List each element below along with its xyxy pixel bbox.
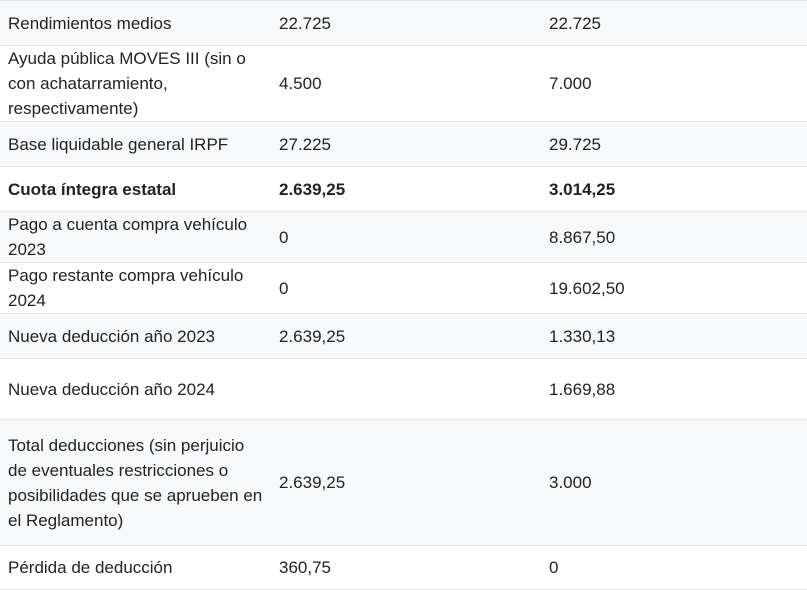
value-scenario-2: 19.602,50	[549, 278, 625, 298]
row-label: Nueva deducción año 2023	[8, 326, 215, 346]
row-label: Pérdida de deducción	[8, 558, 173, 577]
row-label: Total deducciones (sin perjuicio de even…	[8, 435, 263, 530]
value-scenario-2: 29.725	[549, 134, 601, 154]
value-scenario-1: 360,75	[279, 558, 331, 577]
value-scenario-1: 22.725	[279, 13, 331, 33]
value-scenario-2: 8.867,50	[549, 227, 616, 247]
row-label: Ayuda pública MOVES III (sin o con achat…	[8, 49, 246, 118]
value-scenario-2: 22.725	[549, 13, 601, 33]
value-scenario-1: 0	[279, 227, 289, 247]
value-scenario-2: 3.014,25	[549, 179, 616, 199]
table-row: Rendimientos medios 22.725 22.725	[0, 0, 807, 46]
value-scenario-2: 1.330,13	[549, 326, 616, 346]
value-scenario-1: 2.639,25	[279, 179, 346, 199]
value-scenario-1: 0	[279, 278, 289, 298]
value-scenario-2: 0	[549, 558, 559, 577]
value-scenario-1: 27.225	[279, 134, 331, 154]
row-label: Base liquidable general IRPF	[8, 134, 229, 154]
table-row: Base liquidable general IRPF 27.225 29.7…	[0, 121, 807, 167]
value-scenario-1	[271, 359, 542, 420]
value-scenario-1: 2.639,25	[279, 473, 346, 492]
value-scenario-1: 4.500	[279, 74, 322, 93]
table-row: Nueva deducción año 2024 1.669,88	[0, 358, 807, 420]
row-label: Nueva deducción año 2024	[8, 379, 215, 399]
table-row: Pago restante compra vehículo 2024 0 19.…	[0, 262, 807, 314]
row-label: Cuota íntegra estatal	[8, 179, 177, 199]
table-row: Pérdida de deducción 360,75 0	[0, 545, 807, 590]
value-scenario-2: 7.000	[549, 74, 592, 93]
table-row: Ayuda pública MOVES III (sin o con achat…	[0, 45, 807, 122]
row-label: Rendimientos medios	[8, 13, 172, 33]
table-row: Pago a cuenta compra vehículo 2023 0 8.8…	[0, 211, 807, 263]
row-label: Pago a cuenta compra vehículo 2023	[8, 215, 248, 259]
table-row: Cuota íntegra estatal 2.639,25 3.014,25	[0, 166, 807, 212]
value-scenario-2: 1.669,88	[549, 379, 616, 399]
table-row: Total deducciones (sin perjuicio de even…	[0, 419, 807, 546]
value-scenario-1: 2.639,25	[279, 326, 346, 346]
row-label: Pago restante compra vehículo 2024	[8, 266, 244, 310]
value-scenario-2: 3.000	[549, 473, 592, 492]
table-row: Nueva deducción año 2023 2.639,25 1.330,…	[0, 313, 807, 359]
